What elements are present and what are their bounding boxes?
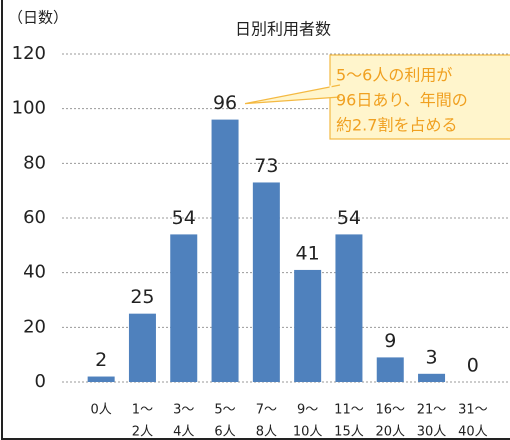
x-tick-label: 10人 <box>293 425 323 440</box>
callout-text: 5〜6人の利用が <box>336 66 452 85</box>
value-label: 2 <box>95 349 107 371</box>
callout-pointer <box>244 84 341 105</box>
x-tick-label: 4人 <box>173 425 194 440</box>
callout-text: 96日あり、年間の <box>336 91 468 110</box>
y-tick-label: 40 <box>23 262 46 283</box>
x-tick-label: 31〜 <box>458 403 488 418</box>
value-label: 25 <box>130 286 154 308</box>
bar <box>376 357 404 382</box>
value-label: 54 <box>337 207 361 229</box>
x-tick-label: 11〜 <box>334 403 364 418</box>
bar <box>128 313 156 382</box>
value-label: 9 <box>384 330 396 352</box>
value-label: 41 <box>296 242 320 264</box>
x-tick-label: 16〜 <box>375 403 405 418</box>
y-tick-label: 80 <box>23 152 46 173</box>
y-tick-label: 100 <box>12 98 46 119</box>
y-tick-label: 60 <box>23 207 46 228</box>
bar <box>252 182 280 382</box>
value-label: 96 <box>213 92 237 114</box>
value-label: 0 <box>467 355 479 377</box>
y-unit: （日数） <box>8 9 68 27</box>
x-tick-label: 8人 <box>256 425 277 440</box>
x-tick-label: 5〜 <box>214 403 235 418</box>
value-label: 54 <box>172 207 196 229</box>
x-tick-label: 30人 <box>417 425 447 440</box>
x-tick-label: 0人 <box>91 403 112 418</box>
x-tick-label: 6人 <box>214 425 235 440</box>
x-tick-label: 2人 <box>132 425 153 440</box>
y-tick-label: 120 <box>12 43 46 64</box>
bar <box>418 373 446 382</box>
y-tick-label: 20 <box>23 316 46 337</box>
x-tick-label: 40人 <box>458 425 488 440</box>
bar <box>87 376 115 382</box>
x-tick-label: 15人 <box>334 425 364 440</box>
value-label: 73 <box>254 155 278 177</box>
bar <box>170 234 198 382</box>
x-tick-label: 21〜 <box>417 403 447 418</box>
bar <box>294 269 322 382</box>
callout-text: 約2.7割を占める <box>336 116 457 135</box>
bar <box>211 119 239 382</box>
x-tick-label: 20人 <box>375 425 405 440</box>
value-label: 3 <box>426 346 438 368</box>
callout-box <box>329 54 510 140</box>
y-tick-label: 0 <box>35 371 46 392</box>
chart-title: 日別利用者数 <box>235 20 331 39</box>
x-tick-label: 7〜 <box>256 403 277 418</box>
bar <box>335 234 363 382</box>
x-tick-label: 3〜 <box>173 403 194 418</box>
x-tick-label: 1〜 <box>132 403 153 418</box>
x-tick-label: 9〜 <box>297 403 318 418</box>
